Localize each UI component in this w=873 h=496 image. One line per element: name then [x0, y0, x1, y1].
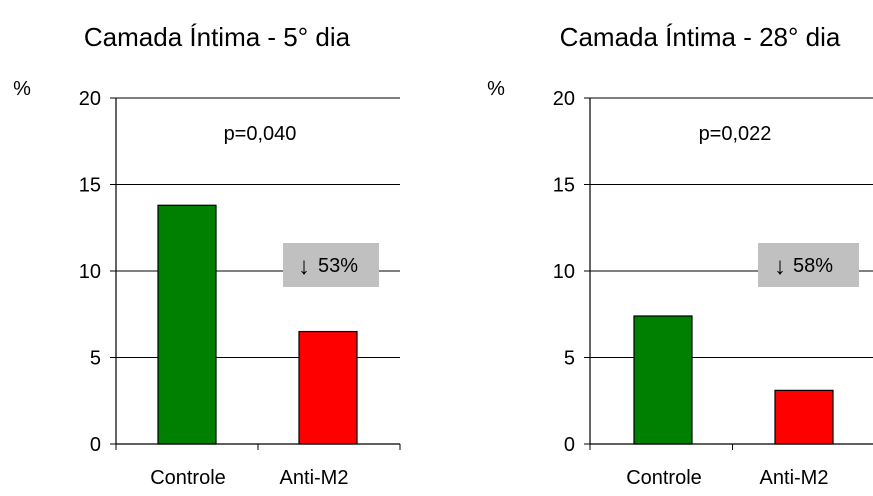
- y-axis-label: %: [487, 78, 505, 100]
- y-tick-labels: 0 5 10 15 20: [79, 88, 101, 456]
- chart-28-dia: Camada Íntima - 28° dia % 0 5 10 15 20 Contr…: [487, 22, 873, 489]
- y-tick-label: 10: [553, 261, 575, 283]
- badge-percent: 53%: [318, 255, 358, 277]
- y-tick-label: 0: [90, 434, 101, 456]
- x-tick-label: Controle: [150, 467, 226, 489]
- y-tick-label: 20: [79, 88, 101, 110]
- chart-5-dia: Camada Íntima - 5° dia % 0 5 10 15 20 Contro…: [13, 22, 401, 489]
- badge-background: [758, 243, 859, 287]
- bars: [157, 204, 358, 445]
- p-value-annotation: p=0,040: [224, 123, 297, 145]
- y-tick-label: 5: [564, 348, 575, 370]
- x-tick-labels: Controle Anti-M2: [150, 467, 348, 489]
- bar-anti-m2: [774, 389, 834, 445]
- y-tick-labels: 0 5 10 15 20: [553, 88, 575, 456]
- p-value-annotation: p=0,022: [699, 123, 772, 145]
- y-axis-label: %: [13, 78, 31, 100]
- bar-controle: [157, 204, 217, 445]
- x-tick-labels: Controle Anti-M2: [626, 467, 828, 489]
- axes: [584, 97, 873, 450]
- axes: [110, 97, 401, 450]
- bar-anti-m2: [298, 330, 358, 445]
- down-arrow-icon: ↓: [774, 253, 786, 280]
- badge-percent: 58%: [793, 255, 833, 277]
- badge-background: [283, 243, 379, 287]
- x-tick-label: Anti-M2: [280, 467, 349, 489]
- x-tick-label: Controle: [626, 467, 702, 489]
- chart-title: Camada Íntima - 28° dia: [560, 22, 841, 52]
- y-tick-label: 20: [553, 88, 575, 110]
- reduction-badge: ↓ 58%: [758, 243, 859, 287]
- bars: [633, 315, 834, 445]
- y-tick-label: 0: [564, 434, 575, 456]
- chart-title: Camada Íntima - 5° dia: [84, 22, 351, 52]
- y-tick-label: 10: [79, 261, 101, 283]
- y-tick-label: 15: [553, 175, 575, 197]
- y-tick-label: 15: [79, 175, 101, 197]
- bar-controle: [633, 315, 693, 445]
- reduction-badge: ↓ 53%: [283, 243, 379, 287]
- y-tick-label: 5: [90, 348, 101, 370]
- down-arrow-icon: ↓: [298, 253, 310, 280]
- x-tick-label: Anti-M2: [760, 467, 829, 489]
